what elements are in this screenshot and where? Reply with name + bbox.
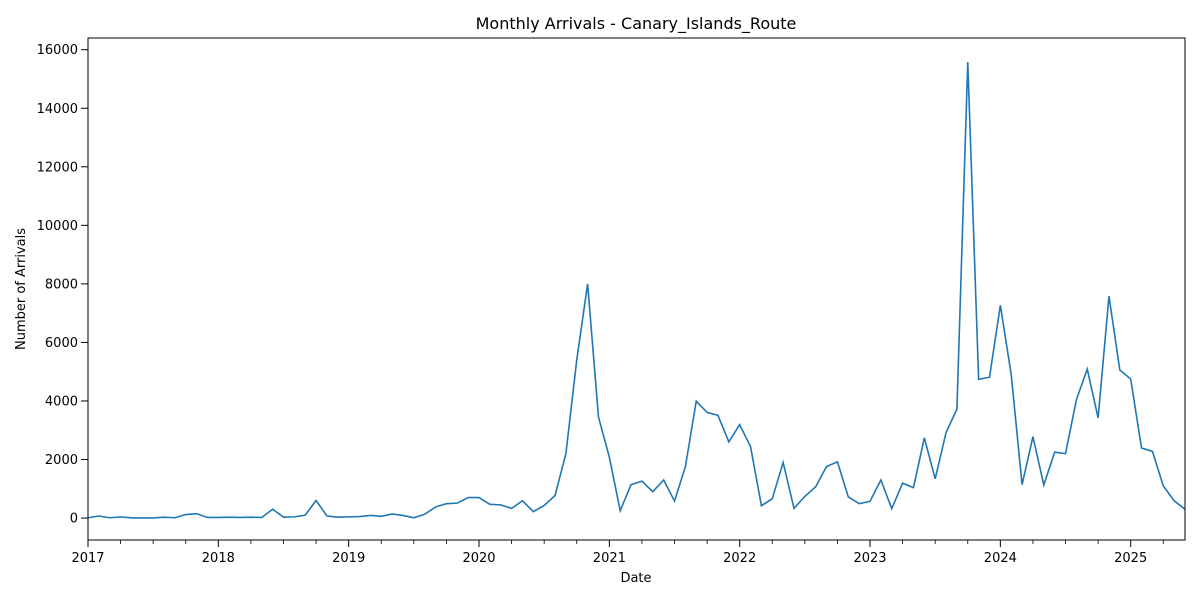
x-tick-label: 2017	[71, 551, 104, 566]
series-line	[87, 61, 1186, 519]
y-tick-label: 4000	[45, 394, 78, 409]
y-tick-label: 6000	[45, 336, 78, 351]
y-axis-label: Number of Arrivals	[14, 228, 29, 350]
x-tick-label: 2018	[202, 551, 235, 566]
x-tick-label: 2019	[332, 551, 365, 566]
x-tick-label: 2022	[723, 551, 756, 566]
y-tick-label: 2000	[45, 453, 78, 468]
y-tick-label: 14000	[37, 102, 78, 117]
y-tick-label: 0	[70, 512, 78, 527]
x-axis: 2017 2018 2019 2020 2021 2022 2023 2024 2025	[71, 540, 1164, 566]
y-tick-label: 10000	[37, 219, 78, 234]
y-tick-label: 12000	[37, 160, 78, 175]
chart-title: Monthly Arrivals - Canary_Islands_Route	[476, 14, 797, 34]
plot-frame	[87, 37, 1186, 541]
x-tick-label: 2023	[853, 551, 886, 566]
x-axis-label: Date	[620, 571, 651, 586]
x-tick-label: 2024	[984, 551, 1017, 566]
y-axis: 0 2000 4000 6000 8000 10000 12000 14000 16000	[37, 43, 88, 527]
x-tick-label: 2021	[593, 551, 626, 566]
plot-area	[87, 37, 1186, 541]
y-tick-label: 8000	[45, 277, 78, 292]
y-tick-label: 16000	[37, 43, 78, 58]
x-tick-label: 2020	[462, 551, 495, 566]
x-tick-label: 2025	[1114, 551, 1147, 566]
